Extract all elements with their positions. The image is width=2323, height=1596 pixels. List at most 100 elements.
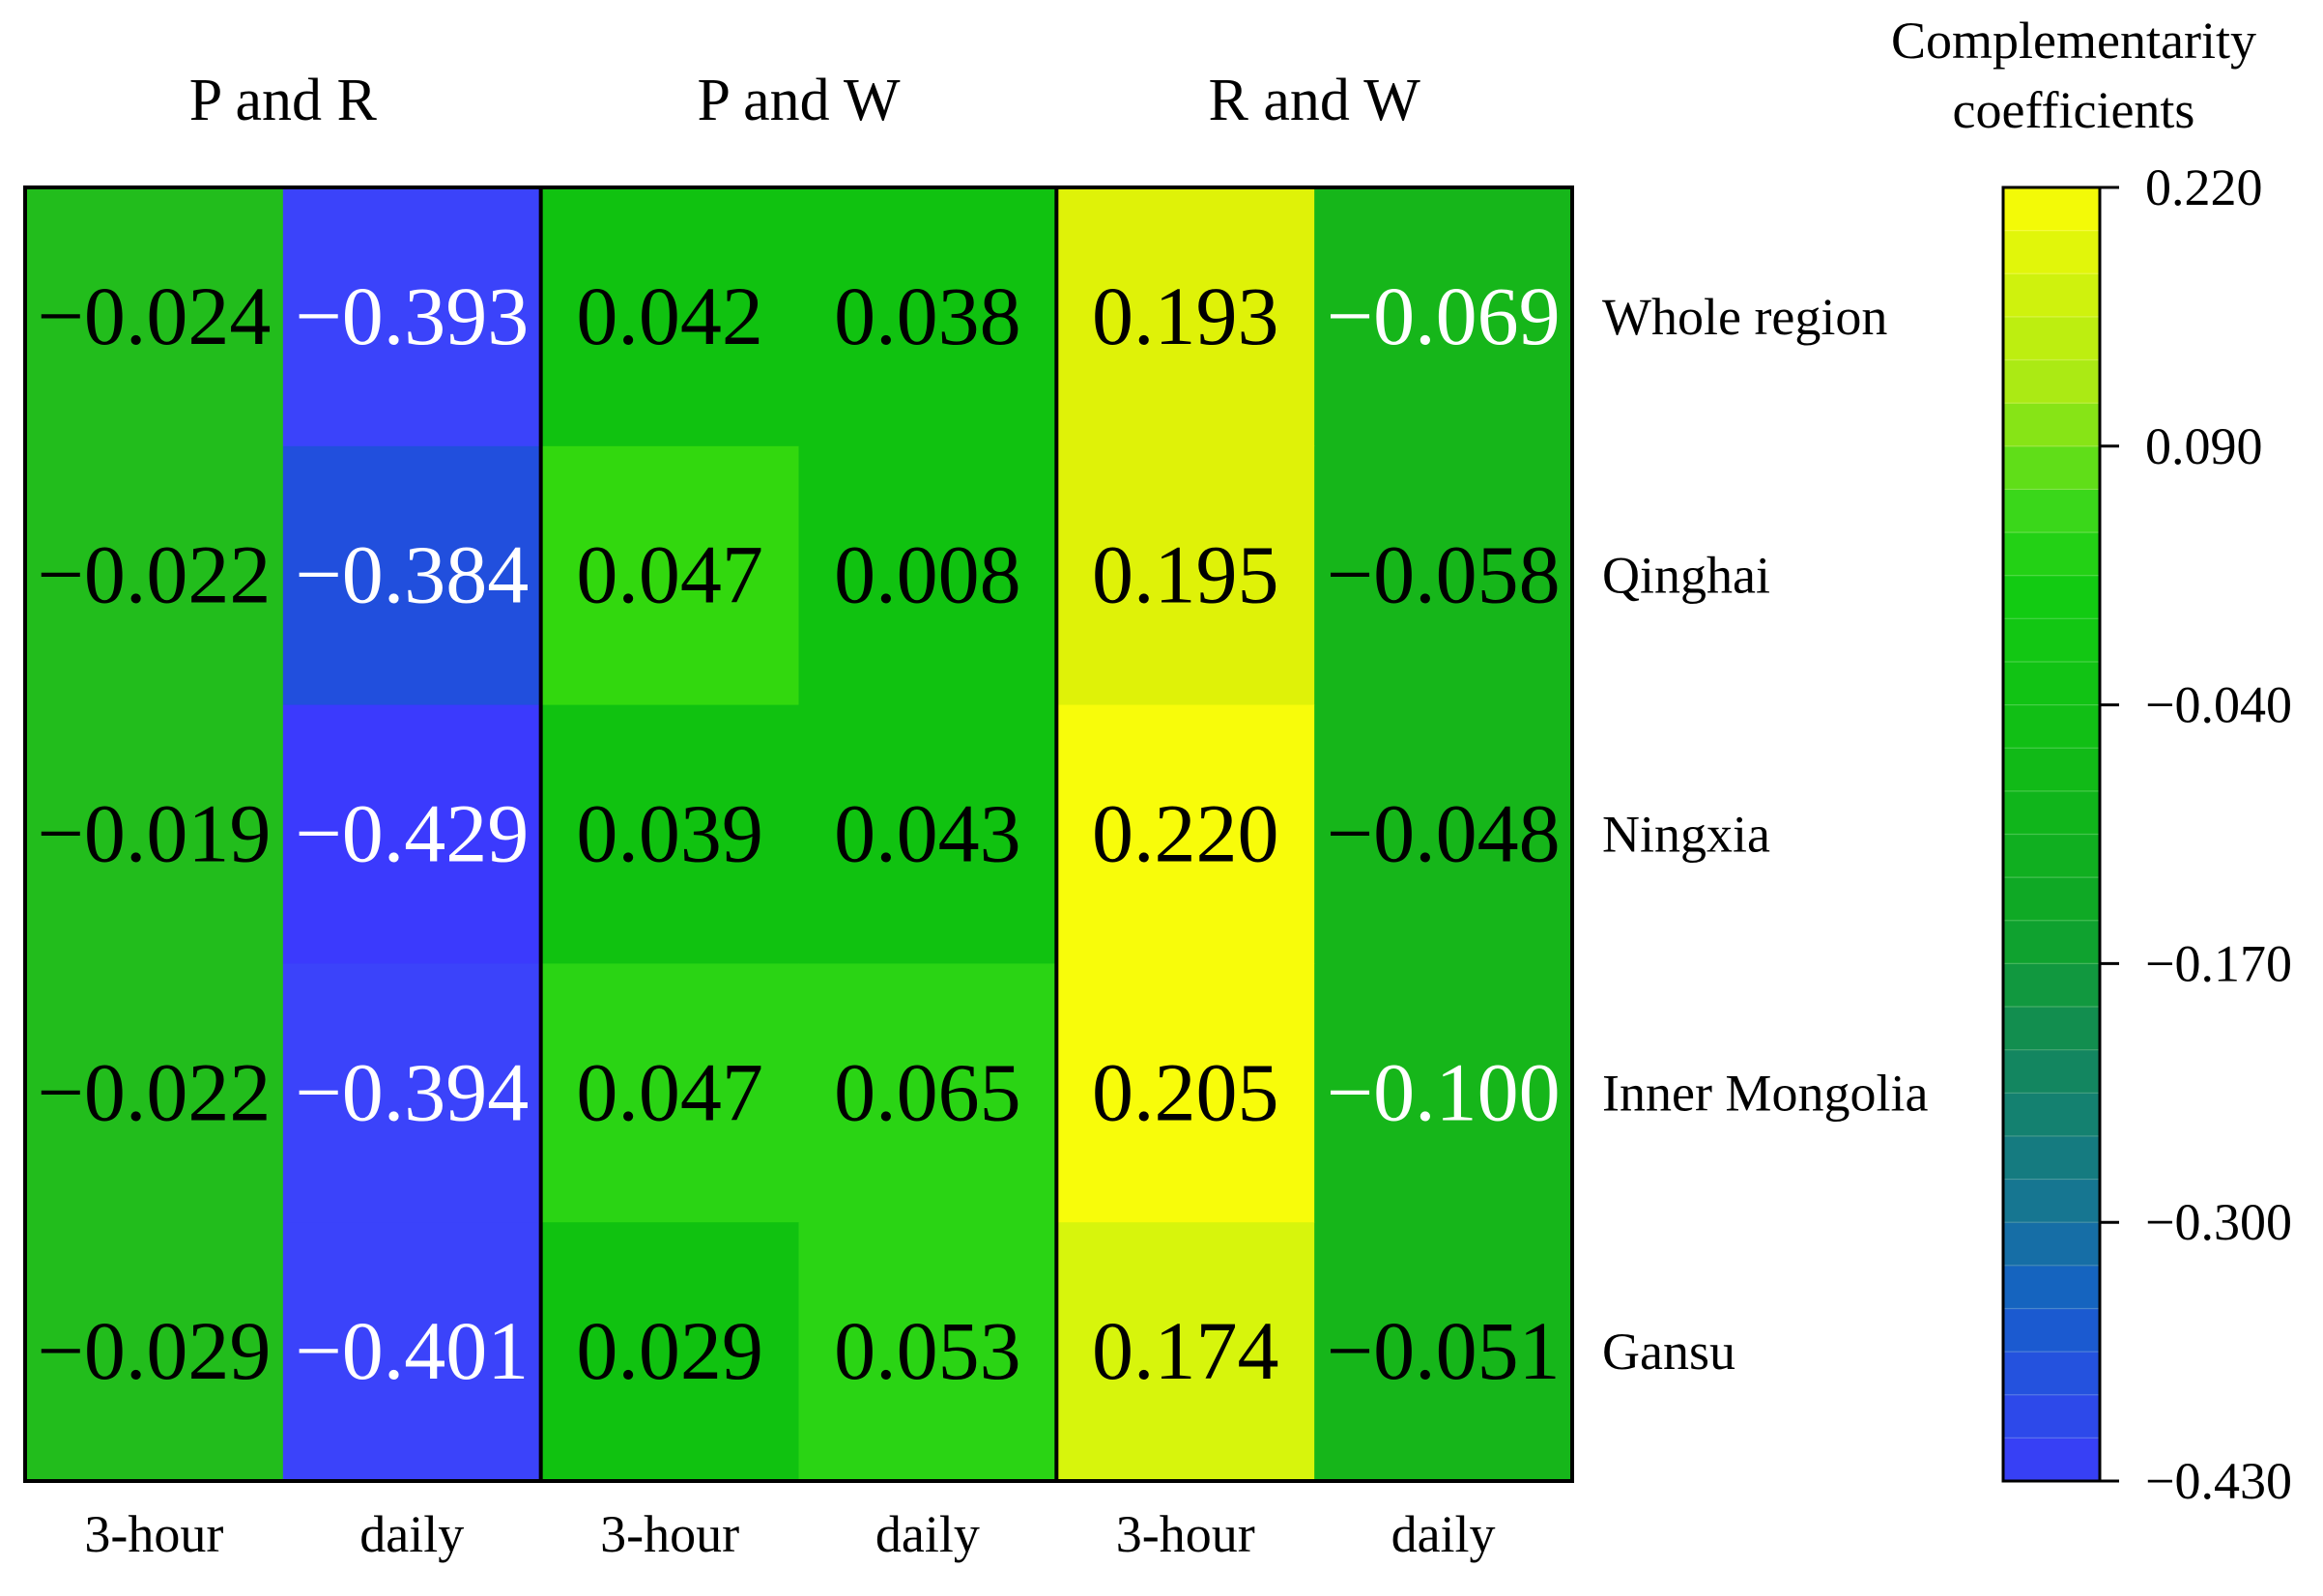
colorbar-border	[2001, 185, 2102, 1483]
cell-value-label: −0.393	[295, 270, 529, 362]
column-label: daily	[1391, 1505, 1496, 1563]
colorbar-band	[2003, 920, 2100, 964]
heatmap-cell	[540, 445, 800, 706]
cell-value-label: −0.394	[295, 1045, 529, 1138]
heatmap-cell	[798, 187, 1057, 447]
heatmap-cell	[798, 1222, 1057, 1482]
colorbar-band	[2003, 359, 2100, 404]
heatmap-cell	[798, 704, 1057, 964]
colorbar-band	[2003, 1007, 2100, 1051]
cell-value-label: −0.022	[37, 528, 271, 621]
colorbar-band	[2003, 963, 2100, 1008]
cell-value-label: 0.039	[576, 787, 763, 880]
heatmap-cell	[1056, 963, 1315, 1223]
cell-value-label: 0.193	[1092, 270, 1279, 362]
heatmap-cell	[540, 963, 800, 1223]
cell-value-label: 0.195	[1092, 528, 1279, 621]
column-label: daily	[359, 1505, 464, 1563]
pair-group-label: R and W	[1209, 68, 1421, 133]
colorbar-band	[2003, 187, 2100, 232]
colorbar-band	[2003, 1308, 2100, 1353]
colorbar-band	[2003, 748, 2100, 792]
colorbar-tick-label: −0.040	[2145, 676, 2292, 734]
colorbar-band	[2003, 1093, 2100, 1137]
pair-group-label: P and W	[697, 68, 901, 133]
colorbar-band	[2003, 230, 2100, 274]
colorbar-band	[2003, 790, 2100, 836]
colorbar-band	[2003, 704, 2100, 749]
heatmap-cell	[1314, 445, 1573, 706]
cell-value-label: 0.220	[1092, 787, 1279, 880]
colorbar-tick-label: 0.090	[2145, 417, 2263, 475]
pair-group-labels: P and R P and W R and W	[189, 68, 1420, 133]
heatmap-cell	[798, 963, 1057, 1223]
row-label: Ningxia	[1602, 806, 1770, 864]
colorbar-band	[2003, 1265, 2100, 1310]
cell-value-label: −0.051	[1327, 1304, 1561, 1397]
colorbar-tick-label: −0.170	[2145, 934, 2292, 992]
heatmap-frame	[23, 185, 1574, 1483]
row-label: Qinghai	[1602, 547, 1770, 605]
colorbar-band	[2003, 834, 2100, 878]
cell-value-label: 0.047	[576, 1045, 763, 1138]
colorbar-band	[2003, 1049, 2100, 1094]
cell-value-label: 0.038	[834, 270, 1021, 362]
heatmap-border	[23, 185, 1574, 1483]
column-label: 3-hour	[84, 1505, 223, 1563]
colorbar-band	[2003, 316, 2100, 361]
heatmap-cell	[1056, 1222, 1315, 1482]
colorbar-title: Complementarity	[1891, 12, 2256, 70]
column-label: 3-hour	[600, 1505, 739, 1563]
cell-value-label: −0.019	[37, 787, 271, 880]
colorbar-band	[2003, 273, 2100, 318]
colorbar-band	[2003, 661, 2100, 706]
heatmap-cell	[25, 704, 284, 964]
cell-value-label: 0.029	[576, 1304, 763, 1397]
colorbar-tick-label: −0.300	[2145, 1193, 2292, 1251]
cell-value-label: 0.065	[834, 1045, 1021, 1138]
row-label: Whole region	[1602, 288, 1887, 346]
cell-value-label: −0.058	[1327, 528, 1561, 621]
colorbar: 0.220 0.090 −0.040 −0.170 −0.300 −0.430 Comple…	[1891, 12, 2292, 1510]
colorbar-band	[2003, 489, 2100, 533]
cell-value-label: 0.053	[834, 1304, 1021, 1397]
heatmap-cell	[1314, 187, 1573, 447]
colorbar-tick-label: 0.220	[2145, 158, 2263, 216]
heatmap-cell	[1056, 445, 1315, 706]
heatmap-cell	[282, 963, 542, 1223]
column-label: 3-hour	[1116, 1505, 1255, 1563]
colorbar-title: coefficients	[1953, 81, 2195, 139]
row-label: Inner Mongolia	[1602, 1064, 1928, 1122]
column-label: daily	[875, 1505, 980, 1563]
cell-value-label: 0.042	[576, 270, 763, 362]
pair-group-label: P and R	[189, 68, 378, 133]
heatmap-cell	[1056, 704, 1315, 964]
colorbar-tick-label: −0.430	[2145, 1452, 2292, 1510]
heatmap-cell	[1314, 704, 1573, 964]
heatmap-cell	[540, 704, 800, 964]
colorbar-band	[2003, 877, 2100, 922]
row-label: Gansu	[1602, 1323, 1735, 1381]
heatmap-cell	[282, 1222, 542, 1482]
heatmap-cell	[25, 187, 284, 447]
colorbar-band	[2003, 575, 2100, 619]
cell-value-label: −0.022	[37, 1045, 271, 1138]
colorbar-band	[2003, 1352, 2100, 1396]
heatmap-cell	[282, 187, 542, 447]
heatmap-cell	[540, 187, 800, 447]
colorbar-band	[2003, 403, 2100, 447]
cell-value-label: 0.047	[576, 528, 763, 621]
cell-value-label: −0.048	[1327, 787, 1561, 880]
cell-value-label: 0.205	[1092, 1045, 1279, 1138]
cell-value-label: −0.429	[295, 787, 529, 880]
colorbar-band	[2003, 1222, 2100, 1267]
colorbar-band	[2003, 532, 2100, 577]
cell-value-label: 0.008	[834, 528, 1021, 621]
cell-value-label: −0.029	[37, 1304, 271, 1397]
heatmap-cell	[1314, 1222, 1573, 1482]
heatmap-cell	[25, 963, 284, 1223]
heatmap-cell	[282, 704, 542, 964]
column-labels: 3-hour daily 3-hour daily 3-hour daily	[84, 1505, 1495, 1563]
row-labels: Whole region Qinghai Ningxia Inner Mongolia…	[1602, 288, 1928, 1381]
